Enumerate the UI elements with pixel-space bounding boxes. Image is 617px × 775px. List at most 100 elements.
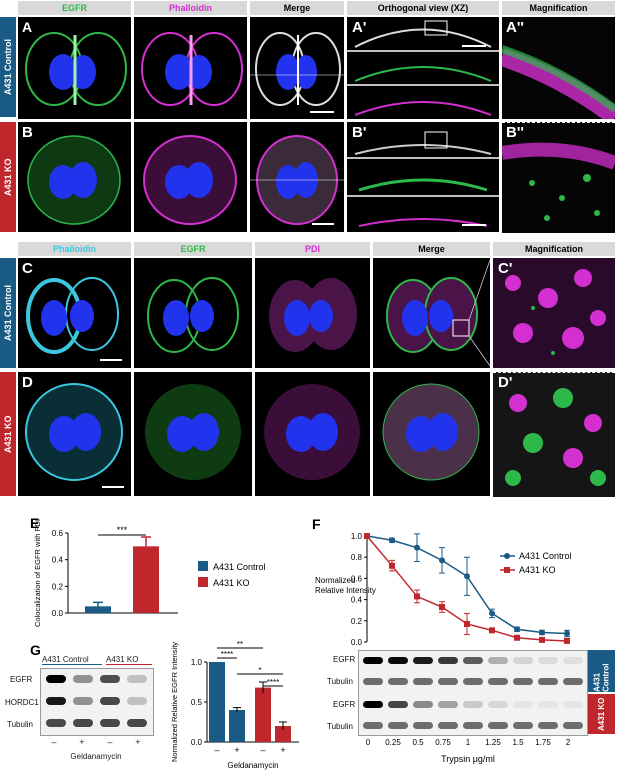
blot-band <box>488 722 508 729</box>
micrograph-c-magnification <box>493 258 615 368</box>
micrograph-c-merge <box>373 258 490 368</box>
header-egfr: EGFR <box>18 1 131 15</box>
micrograph-c-pdi <box>255 258 370 368</box>
y-tick-label: 0.6 <box>52 529 64 538</box>
y-tick-label: 0.0 <box>52 609 64 618</box>
y-axis-title: Normalized Relative EGFR Intensity <box>170 642 179 762</box>
y-tick-label: 0.0 <box>351 638 363 647</box>
x-axis-title: Geldanamycin <box>227 761 278 770</box>
header-phalloidin: Phalloidin <box>134 1 247 15</box>
blot-band <box>413 678 433 685</box>
y-axis-title: Normalized <box>315 576 355 585</box>
blot-band <box>388 701 408 708</box>
data-point <box>464 573 470 580</box>
scale-bar <box>312 223 334 225</box>
scale-bar <box>100 359 122 361</box>
blot-band <box>463 678 483 685</box>
micrograph-a-magnification <box>502 17 615 119</box>
blot-band <box>413 701 433 708</box>
header-orthogonal: Orthogonal view (XZ) <box>347 1 499 15</box>
blot-band <box>463 657 483 664</box>
blot-band <box>438 657 458 664</box>
x-tick-label: 0 <box>366 738 371 747</box>
y-tick-label: 0.6 <box>351 574 363 583</box>
micrograph-a-orthogonal <box>347 17 499 119</box>
significance-label: *** <box>117 525 128 535</box>
micrograph-d-egfr <box>134 372 252 496</box>
blot-band <box>538 678 558 685</box>
blot-band <box>73 697 93 705</box>
bar <box>255 687 271 742</box>
micrograph-c-egfr <box>134 258 252 368</box>
header-pdi: PDI <box>255 242 370 256</box>
blot-band <box>438 722 458 729</box>
data-point <box>489 610 495 617</box>
blot-label-tubulin-2: Tubulin <box>327 722 353 731</box>
blot-band <box>73 675 93 683</box>
blot-band <box>438 701 458 708</box>
blot-label-egfr-2: EGFR <box>333 700 356 709</box>
bar <box>275 726 291 742</box>
blot-band <box>363 657 383 664</box>
treat-label: + <box>135 737 141 747</box>
legend-marker <box>504 553 510 559</box>
blot-band <box>100 719 120 727</box>
row-label-a431-ko-2: A431 KO <box>0 372 16 496</box>
x-tick-label: 0.25 <box>385 738 401 747</box>
significance-label: ** <box>237 640 243 649</box>
blot-band <box>538 657 558 664</box>
blot-band <box>363 678 383 685</box>
header-magnification: Magnification <box>502 1 615 15</box>
blot-band <box>46 719 66 727</box>
blot-band <box>100 675 120 683</box>
group-label-ko: A431 KO <box>106 655 152 665</box>
y-axis-title: Relative Intensity <box>315 586 376 595</box>
blot-band <box>127 675 147 683</box>
blot-band <box>563 722 583 729</box>
blot-band <box>388 657 408 664</box>
x-axis-title: Trypsin μg/ml <box>441 754 495 764</box>
y-tick-label: 0.2 <box>52 582 64 591</box>
scale-bar <box>462 45 486 47</box>
legend-label: A431 Control <box>213 562 266 572</box>
panel-letter-a-prime: A' <box>352 19 367 36</box>
micrograph-c-phalloidin <box>18 258 131 368</box>
panel-letter-f: F <box>312 516 321 532</box>
panel-letter-b-double-prime: B'' <box>506 124 524 141</box>
legend-marker <box>504 567 510 573</box>
geldanamycin-label-blot: Geldanamycin <box>70 752 122 761</box>
blot-band <box>413 722 433 729</box>
blot-band <box>488 701 508 708</box>
panel-letter-e: E <box>30 515 40 531</box>
y-axis-title: Colocalization of EGFR with PDI <box>33 519 42 627</box>
data-point <box>564 637 570 644</box>
legend-label: A431 KO <box>519 565 556 575</box>
western-blot-g <box>40 668 154 736</box>
micrograph-d-magnification <box>493 372 615 497</box>
blot-band <box>73 719 93 727</box>
header-magnification-2: Magnification <box>493 242 615 256</box>
significance-label: * <box>258 666 261 675</box>
blot-band <box>488 678 508 685</box>
y-tick-label: 1.0 <box>351 532 363 541</box>
micrograph-b-orthogonal <box>347 122 499 232</box>
data-point <box>389 562 395 569</box>
micrograph-b-phalloidin <box>134 122 247 232</box>
header-merge: Merge <box>250 1 344 15</box>
blot-band <box>563 701 583 708</box>
blot-band <box>513 678 533 685</box>
blot-band <box>127 719 147 727</box>
x-tick-label: 1.75 <box>535 738 551 747</box>
data-point <box>464 620 470 627</box>
header-phalloidin-2: Phalloidin <box>18 242 131 256</box>
panel-letter-d: D <box>22 374 33 391</box>
scale-bar <box>310 111 334 113</box>
row-label-a431-control-2: A431 Control <box>0 258 16 368</box>
bar <box>209 662 225 742</box>
blot-band <box>463 701 483 708</box>
data-point <box>389 537 395 544</box>
micrograph-b-merge <box>250 122 344 232</box>
micrograph-a-phalloidin <box>134 17 247 119</box>
micrograph-b-magnification <box>502 122 615 233</box>
